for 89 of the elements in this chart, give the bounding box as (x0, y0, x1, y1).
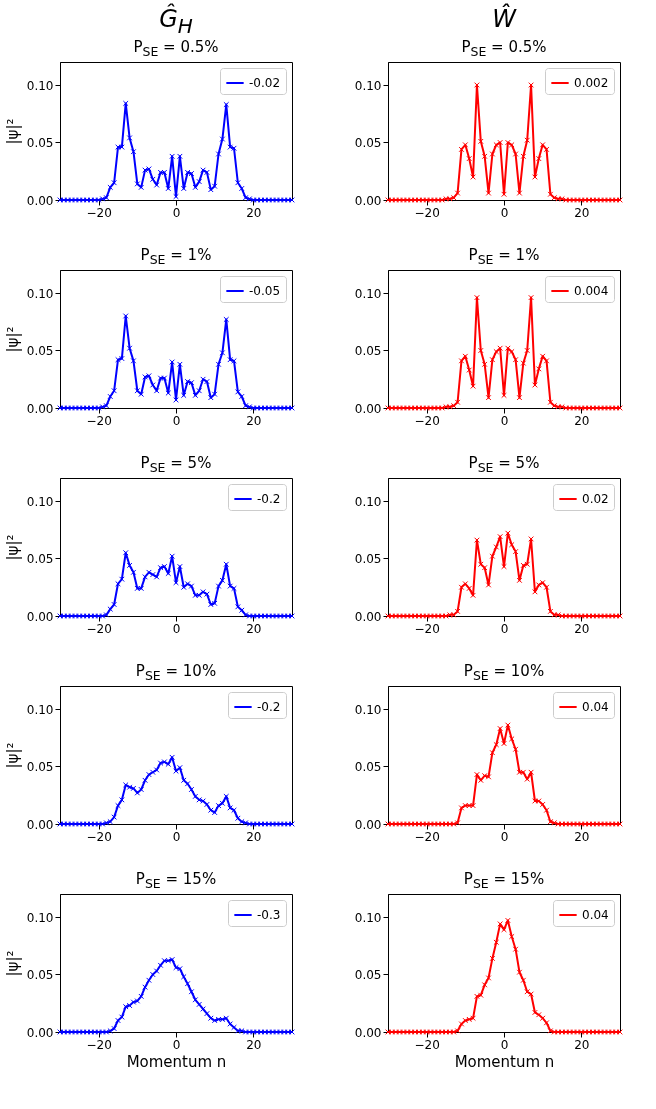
text: Ĝ$_{H}$ (158, 2, 194, 38)
x-tick-label: 20 (246, 413, 262, 428)
x-tick-label: 20 (246, 1037, 262, 1052)
text: Ŵ (491, 2, 518, 35)
y-tick-label: 0.05 (26, 552, 54, 566)
x-tick-label: 0 (500, 621, 509, 636)
legend-label: 0.004 (574, 284, 609, 298)
x-tick-label: −20 (414, 829, 440, 844)
x-tick-label: 20 (574, 621, 590, 636)
x-tick-label: −20 (414, 621, 440, 636)
y-tick-label: 0.10 (26, 286, 54, 301)
y-tick-label: 0.05 (26, 344, 54, 358)
y-tick-label: 0.05 (26, 136, 54, 150)
x-tick-label: 0 (172, 829, 181, 844)
y-tick-label: 0.05 (354, 344, 382, 358)
x-tick-label: −20 (414, 413, 440, 428)
y-tick-label: 0.10 (354, 286, 382, 301)
legend-label: -0.02 (249, 76, 281, 90)
x-tick-label: −20 (86, 1037, 112, 1052)
legend-label: -0.2 (257, 492, 281, 506)
x-tick-label: 20 (574, 413, 590, 428)
y-axis-title: |ψ|² (3, 118, 22, 145)
y-tick-label: 0.00 (354, 609, 382, 624)
chart-title: P$_{SE}$ = 15% (462, 869, 546, 891)
x-tick-label: −20 (86, 829, 112, 844)
y-tick-label: 0.10 (26, 910, 54, 925)
y-axis-title: |ψ|² (3, 326, 22, 353)
x-tick-label: −20 (86, 413, 112, 428)
x-axis-title: Momentum n (454, 1052, 555, 1071)
x-tick-label: 0 (172, 413, 181, 428)
x-tick-label: 0 (500, 205, 509, 220)
x-tick-label: 20 (574, 1037, 590, 1052)
legend-label: 0.04 (582, 700, 609, 714)
y-tick-label: 0.10 (354, 78, 382, 93)
x-tick-label: −20 (414, 205, 440, 220)
x-tick-label: 20 (246, 621, 262, 636)
chart-title: P$_{SE}$ = 1% (467, 245, 541, 267)
x-tick-label: −20 (414, 1037, 440, 1052)
y-tick-label: 0.00 (354, 817, 382, 832)
y-tick-label: 0.00 (354, 1025, 382, 1040)
y-axis-title: |ψ|² (3, 950, 22, 977)
legend-label: -0.2 (257, 700, 281, 714)
chart-title: P$_{SE}$ = 10% (462, 661, 546, 683)
y-tick-label: 0.05 (354, 968, 382, 982)
y-tick-label: 0.10 (26, 494, 54, 509)
y-tick-label: 0.10 (26, 702, 54, 717)
y-tick-label: 0.00 (26, 193, 54, 208)
legend-label: -0.3 (257, 908, 281, 922)
x-tick-label: 0 (500, 413, 509, 428)
y-axis-title: |ψ|² (3, 742, 22, 769)
y-tick-label: 0.10 (26, 78, 54, 93)
chart-title: P$_{SE}$ = 0.5% (132, 37, 220, 59)
y-tick-label: 0.00 (26, 817, 54, 832)
chart-title: P$_{SE}$ = 1% (139, 245, 213, 267)
x-tick-label: 20 (246, 205, 262, 220)
x-tick-label: 0 (172, 205, 181, 220)
y-tick-label: 0.10 (354, 910, 382, 925)
chart-title: P$_{SE}$ = 15% (134, 869, 218, 891)
y-tick-label: 0.05 (354, 552, 382, 566)
x-tick-label: 20 (574, 205, 590, 220)
chart-title: P$_{SE}$ = 10% (134, 661, 218, 683)
y-tick-label: 0.00 (354, 193, 382, 208)
x-tick-label: 0 (172, 1037, 181, 1052)
x-tick-label: 0 (172, 621, 181, 636)
y-tick-label: 0.05 (354, 760, 382, 774)
legend-label: 0.002 (574, 76, 609, 90)
x-tick-label: 20 (246, 829, 262, 844)
y-tick-label: 0.05 (26, 968, 54, 982)
chart-title: P$_{SE}$ = 0.5% (460, 37, 548, 59)
legend-label: 0.02 (582, 492, 609, 506)
y-axis-title: |ψ|² (3, 534, 22, 561)
legend-label: -0.05 (249, 284, 281, 298)
x-axis-title: Momentum n (126, 1052, 227, 1071)
x-tick-label: −20 (86, 621, 112, 636)
x-tick-label: 0 (500, 829, 509, 844)
y-tick-label: 0.10 (354, 494, 382, 509)
x-tick-label: −20 (86, 205, 112, 220)
legend-label: 0.04 (582, 908, 609, 922)
y-tick-label: 0.00 (26, 1025, 54, 1040)
y-tick-label: 0.00 (26, 609, 54, 624)
chart-title: P$_{SE}$ = 5% (139, 453, 213, 475)
chart-title: P$_{SE}$ = 5% (467, 453, 541, 475)
y-tick-label: 0.05 (26, 760, 54, 774)
x-tick-label: 0 (500, 1037, 509, 1052)
y-tick-label: 0.00 (354, 401, 382, 416)
y-tick-label: 0.05 (354, 136, 382, 150)
y-tick-label: 0.10 (354, 702, 382, 717)
x-tick-label: 20 (574, 829, 590, 844)
y-tick-label: 0.00 (26, 401, 54, 416)
